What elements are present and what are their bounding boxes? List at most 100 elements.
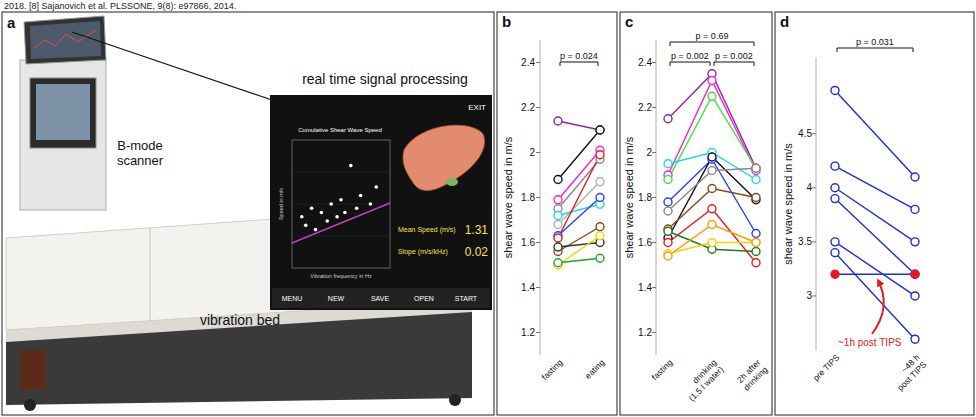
x-tick-label: fasting bbox=[540, 357, 565, 382]
data-point bbox=[664, 160, 672, 168]
data-point bbox=[664, 115, 672, 123]
slope-value: 0.02 bbox=[465, 245, 489, 259]
data-point bbox=[831, 249, 839, 257]
data-point bbox=[708, 167, 716, 175]
data-point bbox=[752, 248, 760, 256]
data-point bbox=[554, 234, 562, 242]
chart-panel: d33.544.5shear wave speed in m/spre TIPS… bbox=[775, 12, 974, 415]
screen-bg bbox=[270, 95, 492, 310]
screen-point bbox=[304, 224, 308, 228]
liver-image bbox=[403, 125, 485, 190]
screen-button: OPEN bbox=[414, 295, 434, 302]
data-point bbox=[752, 194, 760, 202]
x-tick-label-line: (1.5 l water) bbox=[687, 364, 726, 403]
scanner-screen-content bbox=[36, 84, 90, 140]
y-axis-title: shear wave speed in m/s bbox=[502, 136, 514, 258]
x-tick-label: pre TIPS bbox=[811, 352, 842, 383]
series-line bbox=[558, 150, 600, 200]
x-tick-label-line: fasting bbox=[540, 357, 565, 382]
y-tick-label: 1.2 bbox=[521, 327, 535, 338]
scanner-label-line: scanner bbox=[117, 153, 164, 168]
bed-label: vibration bed bbox=[200, 312, 280, 328]
screen-point bbox=[320, 211, 324, 215]
panel-letter: a bbox=[7, 14, 16, 31]
chart-panel: b1.21.41.61.822.22.4shear wave speed in … bbox=[497, 12, 617, 415]
x-tick-label: fasting bbox=[650, 357, 675, 382]
screen-point bbox=[369, 202, 373, 206]
data-point bbox=[664, 239, 672, 247]
y-tick-label: 3.5 bbox=[798, 236, 812, 247]
wheel bbox=[449, 394, 461, 406]
mean-value: 1.31 bbox=[465, 223, 489, 237]
y-tick-label: 1.6 bbox=[521, 237, 535, 248]
y-tick-label: 2 bbox=[529, 147, 535, 158]
screen-button: NEW bbox=[328, 295, 345, 302]
data-point bbox=[664, 227, 672, 235]
y-tick bbox=[652, 242, 656, 243]
screen-point bbox=[314, 228, 318, 232]
series-line bbox=[668, 189, 756, 230]
series-line bbox=[558, 227, 600, 252]
panel-a: B-modescannerreal time signal processing… bbox=[2, 12, 494, 415]
data-point bbox=[831, 162, 839, 170]
y-tick-label: 1.8 bbox=[521, 192, 535, 203]
x-tick-label-line: fasting bbox=[650, 357, 675, 382]
data-point bbox=[708, 239, 716, 247]
data-point bbox=[911, 205, 919, 213]
y-tick bbox=[536, 152, 540, 153]
y-tick bbox=[652, 332, 656, 333]
data-group bbox=[831, 86, 919, 343]
y-tick bbox=[536, 332, 540, 333]
data-point bbox=[708, 153, 716, 161]
data-point bbox=[708, 92, 716, 100]
y-tick bbox=[812, 133, 816, 134]
series-line bbox=[668, 157, 756, 238]
screen-point bbox=[325, 219, 329, 223]
screen-point bbox=[339, 198, 343, 202]
data-point bbox=[911, 292, 919, 300]
series-line bbox=[558, 243, 600, 248]
screen-grid bbox=[292, 172, 390, 173]
y-tick-label: 1.8 bbox=[638, 192, 652, 203]
screen-point bbox=[355, 206, 359, 210]
data-point bbox=[752, 164, 760, 172]
y-tick bbox=[536, 197, 540, 198]
screen-button: MENU bbox=[282, 295, 303, 302]
panel-frame bbox=[2, 12, 494, 415]
x-tick-label-line: post TIPS bbox=[895, 359, 929, 393]
screen-point bbox=[349, 164, 353, 168]
bed-seam bbox=[149, 228, 151, 320]
data-point bbox=[596, 194, 604, 202]
monitor-trace bbox=[34, 30, 96, 48]
scanner-body bbox=[20, 60, 106, 210]
y-tick bbox=[812, 295, 816, 296]
y-tick-label: 1.6 bbox=[638, 237, 652, 248]
screen-point bbox=[300, 215, 304, 219]
x-tick-label: eating bbox=[583, 357, 607, 381]
series-line bbox=[835, 242, 915, 296]
x-tick-label-line: eating bbox=[583, 357, 607, 381]
data-point bbox=[596, 254, 604, 262]
series-line bbox=[558, 121, 600, 130]
data-point bbox=[752, 164, 760, 172]
screen-trend-line bbox=[292, 203, 390, 243]
y-tick bbox=[812, 187, 816, 188]
y-tick bbox=[536, 242, 540, 243]
data-point bbox=[596, 126, 604, 134]
x-tick-label: ~48 hpost TIPS bbox=[888, 352, 929, 393]
chart-panel: c1.21.41.61.822.22.4shear wave speed in … bbox=[620, 12, 772, 415]
data-point bbox=[752, 239, 760, 247]
data-point bbox=[831, 195, 839, 203]
data-point bbox=[596, 178, 604, 186]
panel-frame bbox=[775, 12, 974, 415]
y-tick-label: 1.4 bbox=[638, 282, 652, 293]
data-point bbox=[831, 270, 839, 278]
screen-point bbox=[343, 211, 347, 215]
p-value-label: p = 0.024 bbox=[560, 51, 598, 61]
data-point bbox=[554, 176, 562, 184]
significance-bracket bbox=[714, 62, 754, 66]
series-line bbox=[668, 153, 756, 180]
wheel bbox=[24, 399, 36, 411]
data-point bbox=[752, 230, 760, 238]
panel-letter: c bbox=[625, 13, 633, 30]
